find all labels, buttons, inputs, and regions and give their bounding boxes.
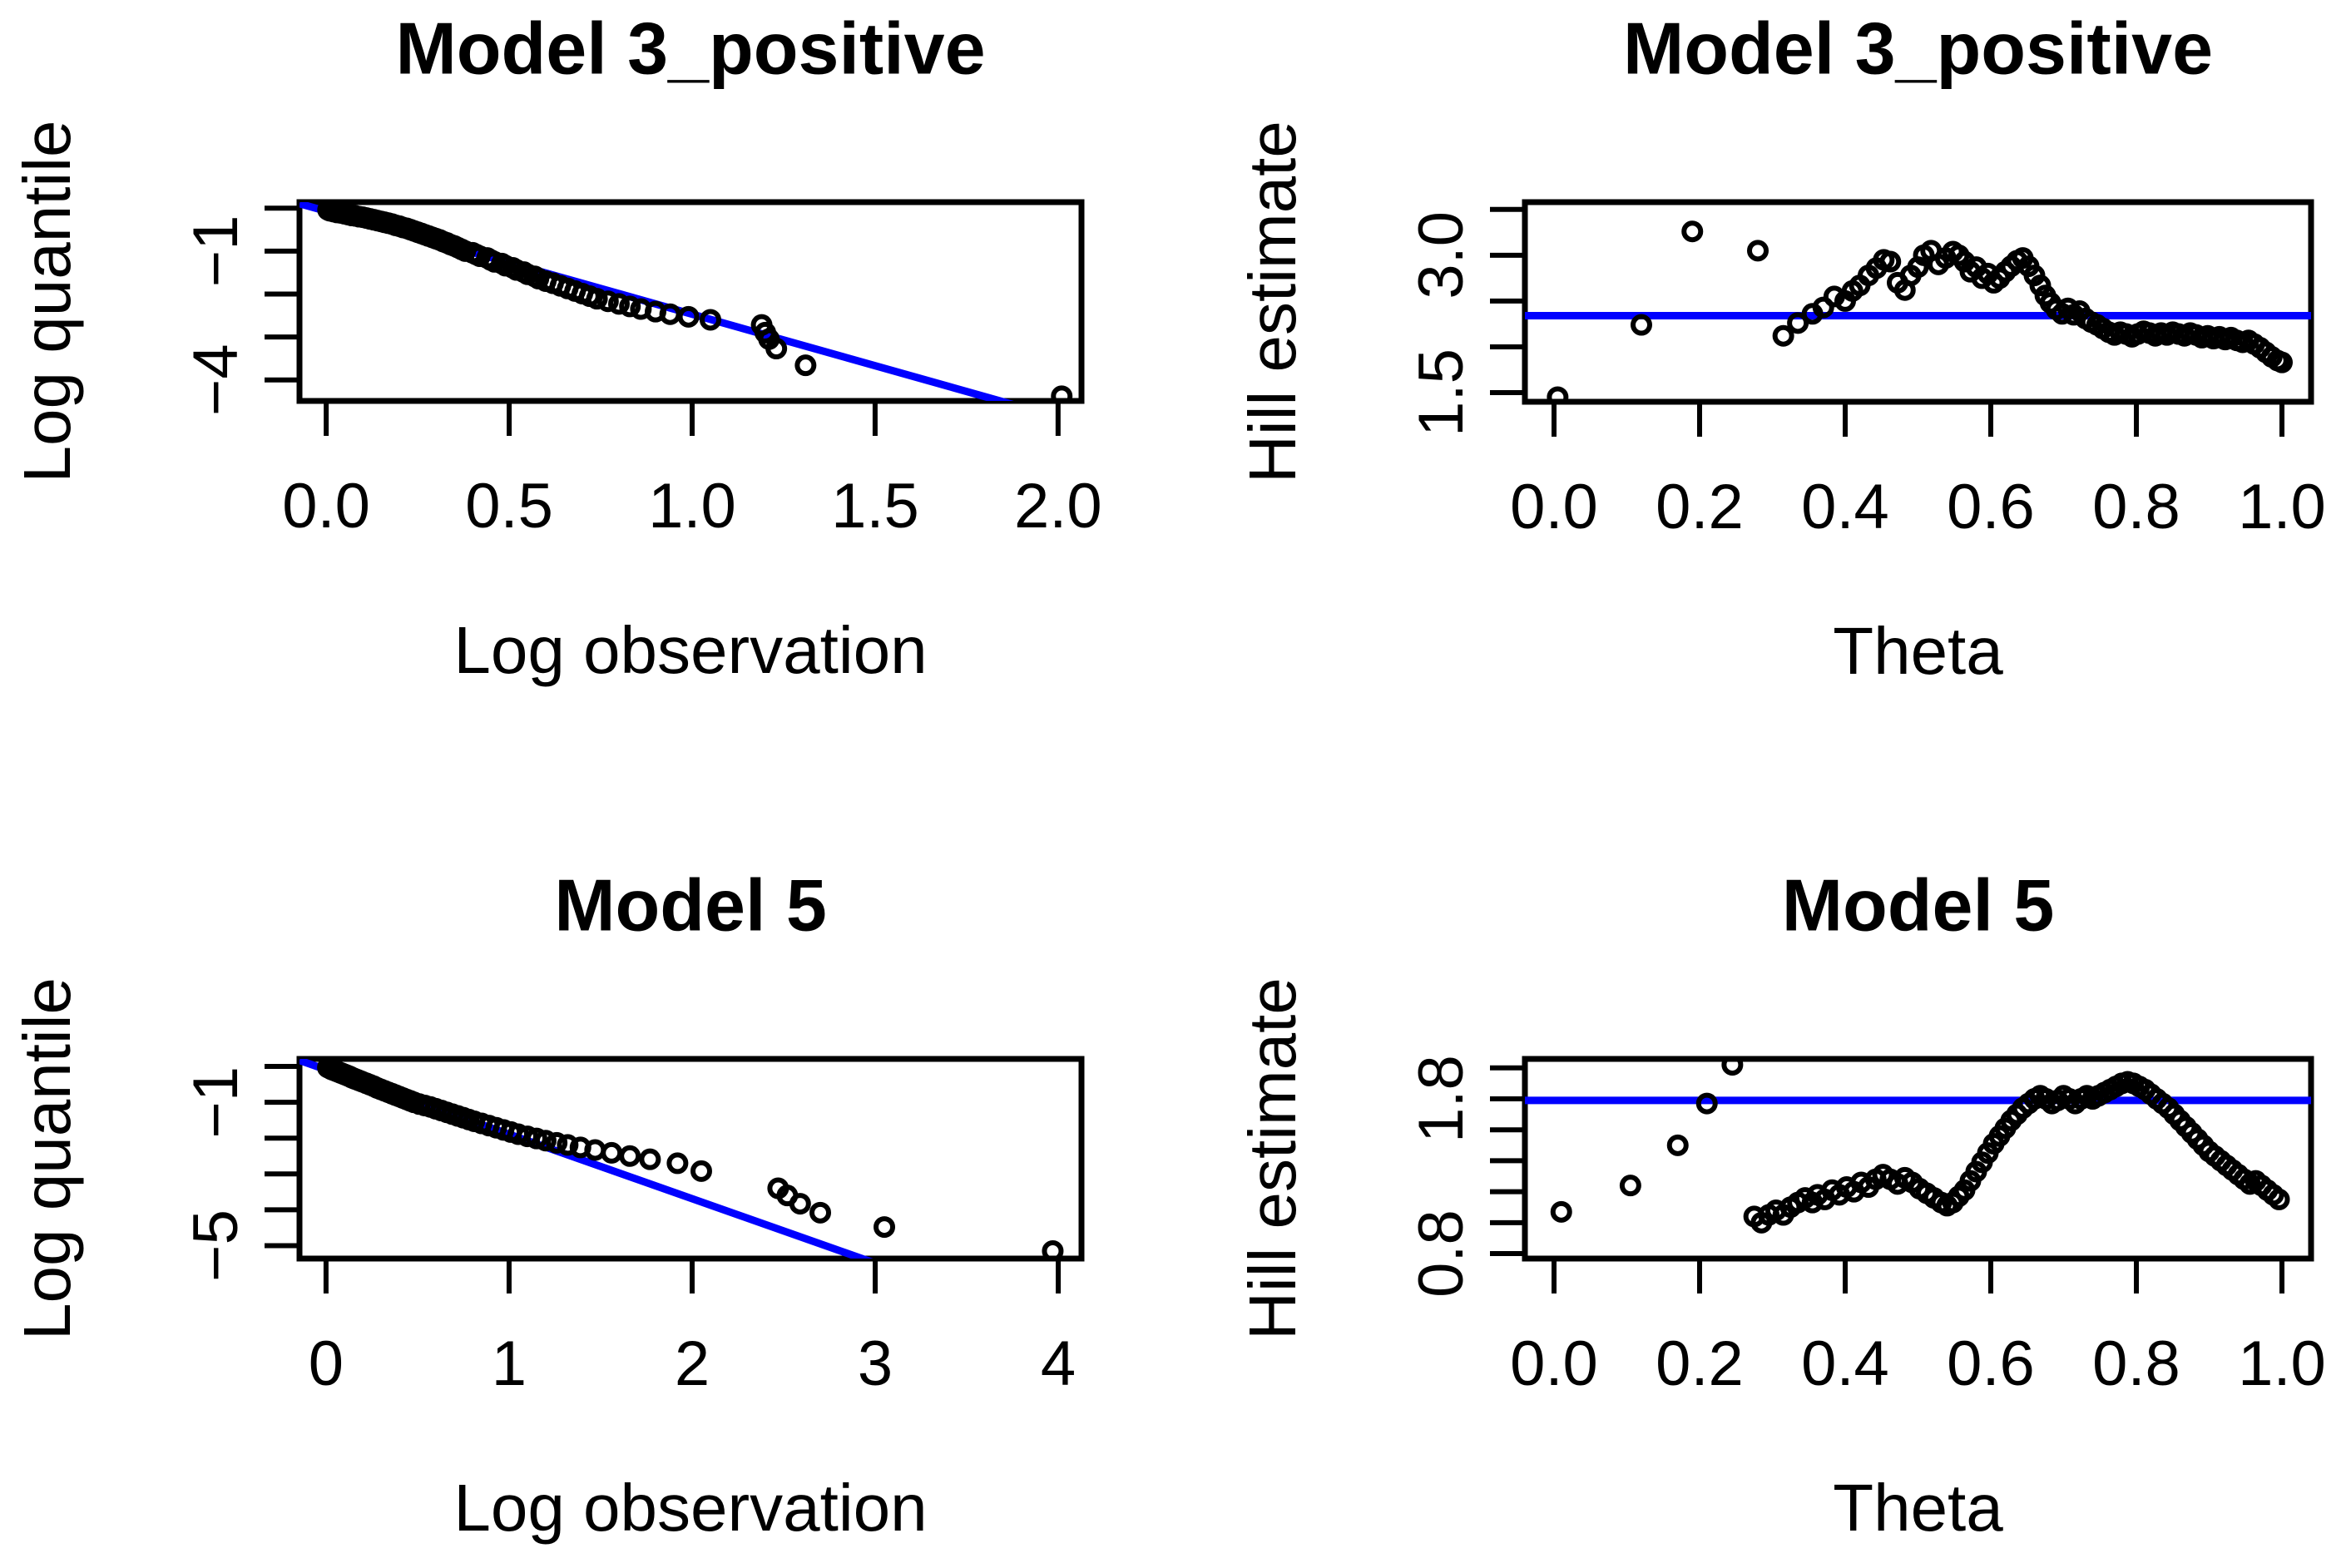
x-tick-label: 4 — [1041, 1328, 1076, 1399]
x-tick-label: 2.0 — [1014, 471, 1102, 542]
x-axis-title-hill-model3-positive: Theta — [1833, 614, 2003, 688]
data-point — [1812, 296, 1834, 319]
plot-box-hill-model3-positive — [1522, 199, 2314, 405]
data-point — [1550, 1200, 1572, 1223]
data-point — [1619, 1175, 1641, 1197]
x-tick-label: 0.4 — [1801, 472, 1889, 542]
data-point — [1879, 250, 1902, 273]
data-point — [1787, 312, 1809, 334]
y-axis-title-qq-model5: Log quantile — [10, 977, 84, 1340]
data-point — [1747, 240, 1769, 262]
x-tick-label: 0 — [309, 1328, 344, 1399]
data-point — [666, 1152, 689, 1175]
data-point — [608, 293, 631, 315]
data-point — [1772, 324, 1794, 347]
scatter-points-hill-model5 — [1550, 1059, 2290, 1234]
y-tick-label: 0.8 — [1406, 1209, 1477, 1298]
x-tick-label: 0.8 — [2092, 472, 2180, 542]
data-point — [1547, 386, 1569, 402]
x-tick-label: 0.2 — [1656, 1328, 1744, 1399]
y-axis-title-hill-model5: Hill estimate — [1235, 977, 1309, 1340]
data-point — [586, 288, 608, 310]
data-point — [2268, 1188, 2290, 1210]
data-point — [1051, 385, 1073, 401]
data-point — [584, 1139, 606, 1161]
x-tick-label: 0.4 — [1801, 1328, 1889, 1399]
y-tick-label: −1 — [181, 215, 251, 288]
x-axis-title-qq-model5: Log observation — [453, 1471, 927, 1545]
panel-title-qq-model5: Model 5 — [554, 863, 827, 946]
x-tick-label: 0.5 — [465, 471, 553, 542]
data-point — [677, 305, 700, 328]
data-point — [1681, 220, 1704, 243]
data-point — [1042, 1239, 1064, 1259]
data-point — [619, 1145, 641, 1167]
x-tick-label: 1.0 — [2238, 1328, 2326, 1399]
data-point — [690, 1160, 712, 1182]
x-tick-label: 1.5 — [831, 471, 919, 542]
data-point — [601, 1141, 623, 1164]
x-tick-label: 0.8 — [2092, 1328, 2180, 1399]
data-point — [534, 1130, 557, 1152]
y-tick-label: −1 — [181, 1066, 251, 1139]
panel-hill-model3-positive: 0.0 0.2 0.4 0.6 0.8 1.0 1.5 3.0 Model 3_positive… — [1235, 7, 2326, 688]
plot-box-qq-model5 — [296, 1056, 1085, 1262]
x-tick-label: 0.2 — [1656, 472, 1744, 542]
data-point — [639, 1148, 661, 1170]
data-point — [699, 309, 721, 331]
x-tick-label: 0.0 — [1510, 472, 1598, 542]
scatter-points-qq-model5 — [317, 1059, 1064, 1259]
x-tick-label: 0.6 — [1947, 472, 2035, 542]
x-tick-label: 2 — [675, 1328, 710, 1399]
y-tick-label: 3.0 — [1406, 211, 1477, 299]
data-point — [874, 1216, 896, 1239]
scatter-points-hill-model3-positive — [1547, 220, 2293, 402]
x-tick-label: 0.0 — [1510, 1328, 1598, 1399]
plot-box-hill-model5 — [1522, 1056, 2314, 1262]
x-tick-label: 1 — [492, 1328, 527, 1399]
panel-qq-model5: 0 1 2 3 4 −1 −5 Model 5 Log observation Log quant… — [10, 863, 1085, 1545]
data-point — [1695, 1092, 1718, 1115]
y-tick-label: −5 — [181, 1209, 251, 1282]
y-tick-label: −4 — [181, 344, 251, 416]
data-point — [659, 303, 681, 325]
data-point — [1666, 1134, 1689, 1156]
panel-qq-model3-positive: 0.0 0.5 1.0 1.5 2.0 −1 −4 Model 3_positive Log o… — [10, 7, 1102, 687]
panel-title-qq-model3-positive: Model 3_positive — [395, 7, 985, 89]
data-point — [789, 1193, 811, 1215]
data-point — [794, 354, 817, 377]
x-tick-label: 0.6 — [1947, 1328, 2035, 1399]
data-point — [507, 1123, 529, 1145]
data-point — [1721, 1059, 1744, 1076]
data-point — [1631, 314, 1652, 336]
data-point — [809, 1201, 832, 1224]
data-point — [619, 295, 641, 318]
data-point — [516, 1125, 538, 1148]
data-point — [2271, 351, 2293, 373]
data-point — [596, 290, 619, 313]
panel-title-hill-model5: Model 5 — [1782, 863, 2055, 946]
x-tick-label: 3 — [858, 1328, 893, 1399]
data-point — [765, 338, 788, 360]
panel-title-hill-model3-positive: Model 3_positive — [1623, 7, 2213, 89]
x-tick-label: 0.0 — [282, 471, 370, 542]
x-axis-title-qq-model3-positive: Log observation — [453, 613, 927, 687]
panel-hill-model5: 0.0 0.2 0.4 0.6 0.8 1.0 0.8 1.8 Model 5 Theta Hill… — [1235, 863, 2326, 1545]
y-tick-label: 1.5 — [1406, 349, 1477, 437]
data-point — [525, 1127, 547, 1150]
data-point — [1823, 285, 1845, 308]
x-axis-title-hill-model5: Theta — [1833, 1471, 2003, 1545]
y-axis-title-qq-model3-positive: Log quantile — [10, 121, 84, 483]
y-tick-label: 1.8 — [1406, 1055, 1477, 1143]
x-tick-label: 1.0 — [648, 471, 736, 542]
y-axis-title-hill-model3-positive: Hill estimate — [1235, 121, 1309, 483]
data-point — [557, 1134, 579, 1156]
x-tick-label: 1.0 — [2238, 472, 2326, 542]
data-point — [546, 1131, 568, 1154]
scatter-points-qq-model3-positive — [317, 202, 1073, 401]
